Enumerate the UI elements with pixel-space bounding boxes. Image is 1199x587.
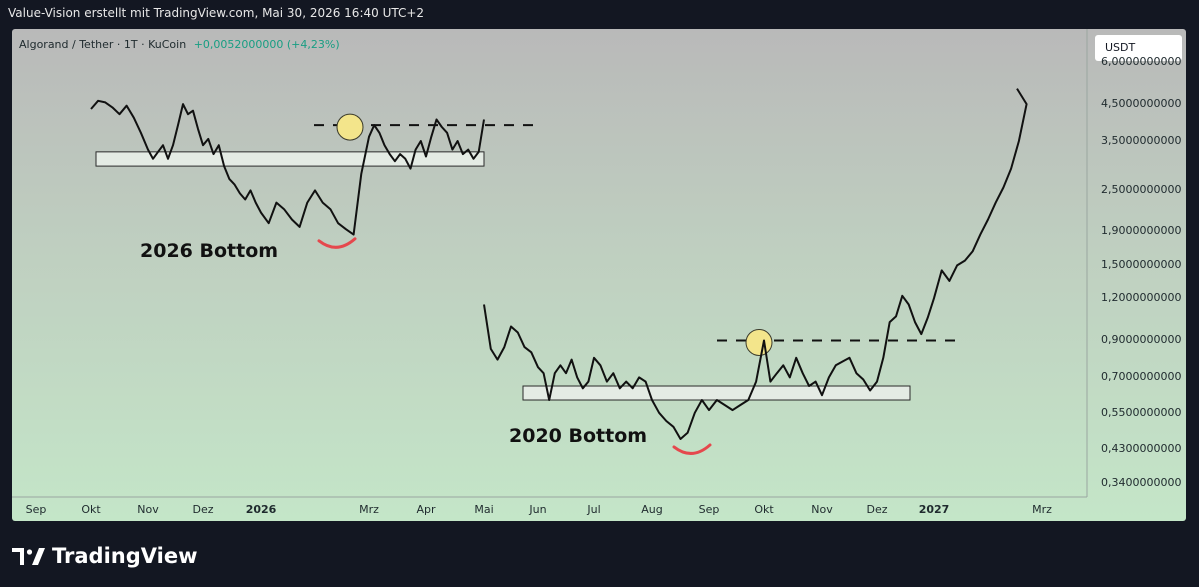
- price-tick-label: 2,5000000000: [1101, 183, 1182, 197]
- time-tick-label: Okt: [754, 503, 774, 516]
- time-tick-label: 2026: [245, 503, 277, 516]
- price-tick-label: 0,3400000000: [1101, 476, 1182, 490]
- annotation-2020-bottom: 2020 Bottom: [509, 425, 648, 447]
- symbol-name: Algorand / Tether · 1T · KuCoin: [19, 38, 187, 51]
- time-tick-label: Dez: [192, 503, 214, 516]
- time-tick-label: Mai: [474, 503, 494, 516]
- time-tick-label: Dez: [866, 503, 888, 516]
- support-boxes: [95, 151, 911, 401]
- time-tick-label: Jul: [587, 503, 601, 516]
- time-tick-label: Aug: [641, 503, 663, 516]
- price-tick-label: 1,2000000000: [1101, 291, 1182, 305]
- price-tick-label: 0,7000000000: [1101, 370, 1182, 384]
- tradingview-logo[interactable]: TradingView: [12, 543, 197, 569]
- time-tick-label: 2027: [918, 503, 950, 516]
- price-tick-label: 3,5000000000: [1101, 133, 1182, 147]
- time-tick-label: Sep: [698, 503, 720, 516]
- price-tick-label: 1,9000000000: [1101, 223, 1182, 237]
- bottom-arc[interactable]: [672, 443, 712, 455]
- circle-markers: [336, 113, 773, 356]
- circle-marker[interactable]: [336, 113, 364, 141]
- symbol-legend: Algorand / Tether · 1T · KuCoin +0,00520…: [19, 38, 340, 51]
- currency-button[interactable]: USDT: [1095, 35, 1182, 61]
- time-tick-label: Mrz: [1032, 503, 1052, 516]
- price-tick-label: 6,0000000000: [1101, 54, 1182, 68]
- time-tick-label: Nov: [137, 503, 159, 516]
- tradingview-logo-icon: [12, 548, 45, 565]
- price-series: [90, 88, 1028, 440]
- time-tick-label: Sep: [25, 503, 47, 516]
- bottom-arcs: [317, 237, 712, 455]
- bottom-arc[interactable]: [317, 237, 357, 249]
- support-box[interactable]: [95, 151, 485, 167]
- time-tick-label: Apr: [416, 503, 436, 516]
- header-caption: Value-Vision erstellt mit TradingView.co…: [8, 6, 425, 20]
- tradingview-logo-text: TradingView: [52, 544, 198, 568]
- time-tick-label: Nov: [811, 503, 833, 516]
- price-tick-label: 0,5500000000: [1101, 405, 1182, 419]
- time-tick-label: Jun: [529, 503, 547, 516]
- price-change: +0,0052000000 (+4,23%): [193, 38, 340, 51]
- time-tick-label: Okt: [81, 503, 101, 516]
- price-tick-label: 0,9000000000: [1101, 333, 1182, 347]
- chart-panel[interactable]: Algorand / Tether · 1T · KuCoin +0,00520…: [12, 29, 1186, 521]
- price-tick-label: 0,4300000000: [1101, 441, 1182, 455]
- annotation-2026-bottom: 2026 Bottom: [140, 240, 279, 262]
- price-tick-label: 4,5000000000: [1101, 97, 1182, 111]
- support-box[interactable]: [522, 385, 911, 401]
- circle-marker[interactable]: [745, 328, 773, 356]
- price-chart[interactable]: [12, 29, 1186, 521]
- price-series-line: [483, 88, 1028, 440]
- price-tick-label: 1,5000000000: [1101, 258, 1182, 272]
- time-tick-label: Mrz: [359, 503, 379, 516]
- price-series-line: [90, 99, 485, 236]
